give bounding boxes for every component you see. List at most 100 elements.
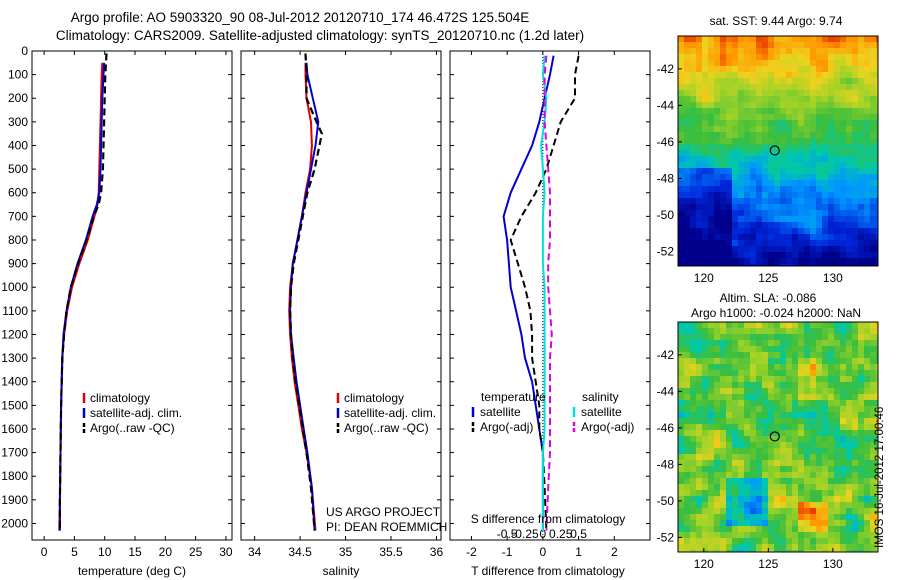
map-cell <box>708 424 715 431</box>
map-cell <box>828 544 835 551</box>
map-cell <box>750 466 757 473</box>
temperature-axes-frame <box>31 50 233 541</box>
map-cell <box>774 180 781 187</box>
map-cell <box>744 264 751 266</box>
map-cell <box>870 72 877 79</box>
map-cell <box>690 388 697 395</box>
map-cell <box>756 126 763 133</box>
map-cell <box>714 120 721 127</box>
map-cell <box>714 48 721 55</box>
map-cell <box>702 120 709 127</box>
map-cell <box>810 358 817 365</box>
map-cell <box>750 252 757 259</box>
map-cell <box>714 192 721 199</box>
map-cell <box>870 168 877 175</box>
map-cell <box>708 42 715 49</box>
map-cell <box>780 352 787 359</box>
map-cell <box>798 352 805 359</box>
map-cell <box>864 120 871 127</box>
map-cell <box>786 448 793 455</box>
map-cell <box>756 252 763 259</box>
map-cell <box>804 322 811 329</box>
map-cell <box>858 418 865 425</box>
map-cell <box>696 532 703 539</box>
map-cell <box>864 466 871 473</box>
map-cell <box>762 210 769 217</box>
map-cell <box>720 66 727 73</box>
map-cell <box>804 42 811 49</box>
x-tick-label: 1 <box>575 545 582 559</box>
map-cell <box>852 216 859 223</box>
map-cell <box>870 48 877 55</box>
map-cell <box>792 436 799 443</box>
map-cell <box>684 346 691 353</box>
map-cell <box>798 48 805 55</box>
map-cell <box>870 156 877 163</box>
map-cell <box>822 448 829 455</box>
map-cell <box>690 328 697 335</box>
map-cell <box>816 448 823 455</box>
map-cell <box>786 352 793 359</box>
map-cell <box>750 418 757 425</box>
map-cell <box>780 156 787 163</box>
map-cell <box>858 60 865 67</box>
map-cell <box>696 442 703 449</box>
map-cell <box>690 66 697 73</box>
map-cell <box>804 36 811 43</box>
map-cell <box>738 162 745 169</box>
map-cell <box>828 484 835 491</box>
map-cell <box>714 454 721 461</box>
map-cell <box>678 108 685 115</box>
map-cell <box>750 228 757 235</box>
map-cell <box>828 454 835 461</box>
map-cell <box>744 216 751 223</box>
map-cell <box>726 228 733 235</box>
map-cell <box>804 352 811 359</box>
map-cell <box>786 508 793 515</box>
map-cell <box>870 490 877 497</box>
map-cell <box>864 150 871 157</box>
map-cell <box>726 400 733 407</box>
map-cell <box>708 364 715 371</box>
map-cell <box>840 180 847 187</box>
map-cell <box>852 442 859 449</box>
map-cell <box>870 550 877 552</box>
map-cell <box>720 246 727 253</box>
map-cell <box>714 376 721 383</box>
map-cell <box>852 108 859 115</box>
map-cell <box>744 502 751 509</box>
map-cell <box>780 138 787 145</box>
map-cell <box>732 132 739 139</box>
map-cell <box>852 114 859 121</box>
map-cell <box>870 496 877 503</box>
map-cell <box>840 198 847 205</box>
map-cell <box>720 334 727 341</box>
map-cell <box>756 264 763 266</box>
map-cell <box>768 66 775 73</box>
map-cell <box>852 198 859 205</box>
map-cell <box>864 460 871 467</box>
map-cell <box>852 144 859 151</box>
map-cell <box>828 36 835 43</box>
map-cell <box>858 334 865 341</box>
map-cell <box>810 96 817 103</box>
map-cell <box>720 90 727 97</box>
map-cell <box>750 186 757 193</box>
map-cell <box>768 484 775 491</box>
map-cell <box>762 180 769 187</box>
map-cell <box>798 340 805 347</box>
map-cell <box>834 352 841 359</box>
map-cell <box>756 502 763 509</box>
map-cell <box>786 36 793 43</box>
map-cell <box>870 478 877 485</box>
map-cell <box>840 532 847 539</box>
map-cell <box>690 466 697 473</box>
map-cell <box>726 258 733 265</box>
map-cell <box>732 472 739 479</box>
map-cell <box>834 228 841 235</box>
map-cell <box>852 418 859 425</box>
map-cell <box>864 66 871 73</box>
map-cell <box>702 102 709 109</box>
map-cell <box>822 216 829 223</box>
map-cell <box>690 460 697 467</box>
